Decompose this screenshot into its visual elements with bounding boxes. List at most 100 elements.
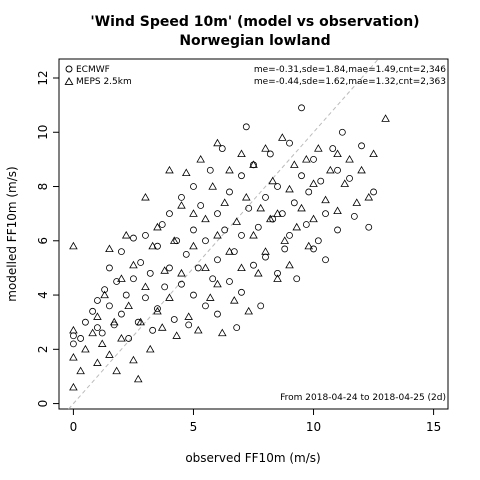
meps-point: [189, 209, 198, 217]
ecmwf-point: [142, 294, 149, 302]
ecmwf-point: [262, 193, 269, 201]
y-tick-label: 4: [36, 291, 50, 299]
meps-point: [88, 328, 97, 337]
meps-point: [69, 241, 78, 250]
ecmwf-point: [118, 310, 125, 318]
x-axis: 0 5 10 15: [70, 409, 441, 434]
y-tick-label: 2: [36, 345, 50, 353]
meps-point: [117, 334, 126, 342]
ecmwf-point: [106, 302, 113, 310]
ecmwf-point: [338, 128, 346, 136]
legend-meps-marker-icon: [64, 77, 74, 85]
meps-point: [268, 176, 277, 185]
ecmwf-point: [154, 305, 161, 313]
meps-point: [213, 230, 222, 239]
ecmwf-point: [298, 172, 305, 180]
ecmwf-point: [233, 324, 241, 332]
meps-point: [285, 260, 294, 269]
meps-point: [184, 312, 193, 320]
meps-point: [364, 192, 374, 201]
points-layer: [69, 104, 390, 391]
ecmwf-point: [310, 155, 317, 163]
ecmwf-point: [70, 340, 77, 348]
meps-point: [133, 374, 143, 383]
meps-point: [81, 344, 90, 353]
meps-point: [177, 268, 186, 277]
ecmwf-point: [170, 316, 178, 323]
meps-point: [352, 198, 362, 206]
ecmwf-point: [158, 221, 166, 228]
ecmwf-point: [146, 269, 154, 277]
ecmwf-point: [98, 329, 106, 337]
meps-point: [201, 214, 210, 223]
ecmwf-point: [226, 188, 233, 196]
meps-point: [273, 209, 282, 217]
meps-point: [141, 282, 150, 291]
legend-ecmwf-label: ECMWF: [76, 65, 110, 75]
meps-point: [208, 182, 217, 190]
meps-point: [124, 301, 133, 309]
ecmwf-point: [130, 275, 137, 283]
meps-point: [314, 144, 323, 152]
ecmwf-point: [214, 256, 221, 264]
meps-point: [177, 201, 186, 209]
ecmwf-point: [322, 256, 329, 264]
ecmwf-point: [166, 210, 173, 218]
meps-point: [249, 160, 258, 168]
ecmwf-point: [166, 264, 173, 272]
meps-point: [244, 306, 253, 315]
ecmwf-point: [101, 286, 109, 294]
y-axis: 0 2 4 6 8 10 12: [36, 70, 59, 407]
ecmwf-point: [206, 166, 214, 174]
meps-point: [129, 260, 138, 269]
meps-point: [109, 317, 119, 326]
meps-point: [165, 165, 174, 174]
ecmwf-point: [125, 335, 133, 342]
ecmwf-point: [334, 166, 341, 174]
ecmwf-point: [238, 288, 245, 296]
meps-point: [69, 353, 78, 361]
meps-point: [153, 306, 162, 315]
ecmwf-point: [346, 174, 353, 182]
ecmwf-point: [302, 221, 310, 228]
meps-point: [93, 312, 102, 320]
meps-point: [105, 350, 114, 358]
ecmwf-point: [194, 264, 202, 272]
meps-point: [242, 192, 251, 201]
meps-point: [297, 203, 306, 212]
chart-title: 'Wind Speed 10m' (model vs observation): [90, 14, 419, 30]
meps-point: [117, 274, 126, 282]
ecmwf-point: [218, 145, 226, 152]
ecmwf-point: [94, 297, 101, 304]
meps-point: [220, 198, 229, 206]
meps-point: [129, 355, 138, 364]
chart-subtitle: Norwegian lowland: [179, 33, 330, 49]
ecmwf-point: [298, 104, 305, 112]
meps-point: [205, 293, 215, 301]
ecmwf-point: [77, 335, 85, 342]
y-axis-label: modelled FF10m (m/s): [5, 166, 19, 301]
reference-line-1-to-1: [68, 58, 379, 410]
ecmwf-point: [334, 226, 341, 234]
ecmwf-point: [154, 242, 161, 250]
y-tick-label: 8: [36, 183, 50, 191]
ecmwf-point: [242, 123, 250, 131]
ecmwf-point: [266, 150, 274, 158]
ecmwf-point: [202, 302, 209, 310]
meps-point: [369, 149, 378, 158]
ecmwf-point: [350, 212, 358, 220]
ecmwf-point: [254, 223, 262, 231]
ecmwf-point: [230, 248, 238, 256]
meps-stats: me=-0.44,sde=1.62,mae=1.32,cnt=2,363: [254, 77, 446, 87]
meps-point: [169, 236, 179, 244]
meps-point: [345, 154, 354, 163]
meps-point: [213, 279, 222, 288]
ecmwf-point: [94, 324, 101, 332]
meps-point: [69, 382, 78, 391]
date-range-footnote: From 2018-04-24 to 2018-04-25 (2d): [280, 393, 446, 403]
meps-point: [157, 323, 167, 331]
x-tick-label: 0: [70, 420, 78, 434]
ecmwf-point: [178, 193, 185, 201]
ecmwf-point: [89, 307, 97, 315]
ecmwf-point: [293, 275, 301, 283]
